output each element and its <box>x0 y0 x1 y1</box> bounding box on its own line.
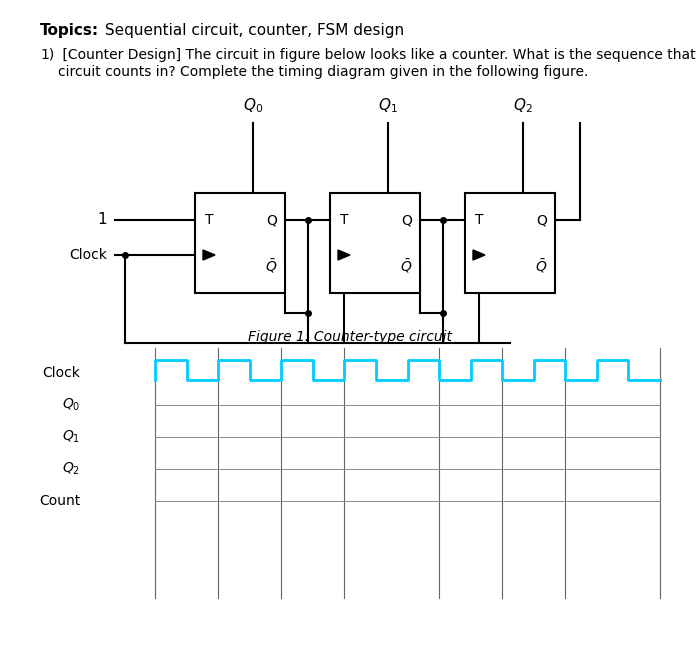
Polygon shape <box>203 250 215 260</box>
Text: Count: Count <box>38 494 80 508</box>
Text: [Counter Design] The circuit in figure below looks like a counter. What is the s: [Counter Design] The circuit in figure b… <box>58 48 700 62</box>
Text: $Q_0$: $Q_0$ <box>62 397 80 413</box>
Text: Topics:: Topics: <box>40 23 99 38</box>
Text: $Q_0$: $Q_0$ <box>243 97 263 115</box>
Text: $\bar{Q}$: $\bar{Q}$ <box>535 257 547 275</box>
Bar <box>465 193 555 293</box>
Text: 1: 1 <box>97 213 107 227</box>
Text: Q: Q <box>536 213 547 227</box>
Text: Q: Q <box>266 213 277 227</box>
Text: T: T <box>340 213 349 227</box>
Text: Q: Q <box>401 213 412 227</box>
Bar <box>195 193 285 293</box>
Text: $Q_1$: $Q_1$ <box>62 429 80 445</box>
Text: Clock: Clock <box>42 366 80 380</box>
Text: T: T <box>475 213 484 227</box>
Polygon shape <box>473 250 485 260</box>
Text: $\bar{Q}$: $\bar{Q}$ <box>400 257 412 275</box>
Text: Clock: Clock <box>69 248 107 262</box>
Text: $Q_2$: $Q_2$ <box>513 97 533 115</box>
Text: circuit counts in? Complete the timing diagram given in the following figure.: circuit counts in? Complete the timing d… <box>58 65 589 79</box>
Polygon shape <box>338 250 350 260</box>
Text: $Q_1$: $Q_1$ <box>378 97 398 115</box>
Text: $\bar{Q}$: $\bar{Q}$ <box>265 257 277 275</box>
Text: Figure 1: Counter-type circuit: Figure 1: Counter-type circuit <box>248 330 452 344</box>
Text: Sequential circuit, counter, FSM design: Sequential circuit, counter, FSM design <box>100 23 404 38</box>
Text: $Q_2$: $Q_2$ <box>62 461 80 477</box>
Text: T: T <box>205 213 214 227</box>
Text: 1): 1) <box>40 48 55 62</box>
Bar <box>330 193 420 293</box>
